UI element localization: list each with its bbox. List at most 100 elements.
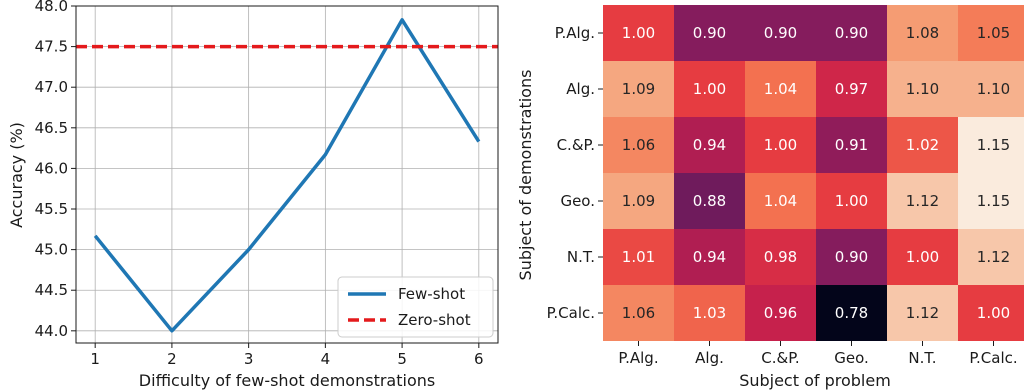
heatmap-cell-value: 1.00 — [906, 248, 939, 266]
x-tick-label: Alg. — [695, 349, 724, 367]
heatmap-x-ticks: P.Alg. Alg. C.&P. Geo. N.T. P.Calc. — [618, 341, 1018, 367]
heatmap-cell — [816, 5, 887, 61]
heatmap-cell-value: 1.02 — [906, 136, 939, 154]
x-tick-label: 4 — [321, 350, 331, 368]
x-tick-label: Geo. — [834, 349, 869, 367]
heatmap-cell — [816, 173, 887, 229]
heatmap-chart: 1.00 0.90 0.90 0.90 1.08 1.05 1.09 1.00 1.04 0.97… — [516, 5, 1024, 390]
x-tick-label: 3 — [244, 350, 254, 368]
line-chart-plot-frame — [75, 5, 499, 344]
x-tick-label: C.&P. — [761, 349, 799, 367]
x-tick-label: 5 — [397, 350, 407, 368]
heatmap-cell-value: 1.00 — [622, 24, 655, 42]
heatmap-cell — [958, 173, 1024, 229]
heatmap-cell — [745, 5, 816, 61]
heatmap-cell-value: 0.90 — [835, 24, 868, 42]
heatmap-cell-value: 1.10 — [906, 80, 939, 98]
heatmap-cell — [674, 285, 745, 341]
heatmap-cell — [816, 61, 887, 117]
y-tick-label: 47.0 — [35, 78, 68, 96]
heatmap-cell — [603, 5, 674, 61]
heatmap-cell — [887, 229, 958, 285]
heatmap-cell-value: 1.15 — [977, 136, 1010, 154]
heatmap-cell — [674, 173, 745, 229]
heatmap-cell-value: 0.91 — [835, 136, 868, 154]
heatmap-cell-value: 0.96 — [764, 304, 797, 322]
y-tick-label: Geo. — [560, 192, 595, 210]
heatmap-cell-value: 0.94 — [693, 248, 726, 266]
heatmap-cell — [674, 61, 745, 117]
heatmap-cell-value: 0.94 — [693, 136, 726, 154]
heatmap-cell-value: 0.88 — [693, 192, 726, 210]
heatmap-x-axis-label: Subject of problem — [739, 371, 891, 390]
heatmap-cell-value: 1.06 — [622, 304, 655, 322]
heatmap-cell — [887, 285, 958, 341]
heatmap-cell — [816, 229, 887, 285]
heatmap-cell-value: 1.15 — [977, 192, 1010, 210]
line-chart-legend: Few-shot Zero-shot — [337, 276, 494, 338]
heatmap-cell-value: 1.08 — [906, 24, 939, 42]
x-tick-label: N.T. — [908, 349, 936, 367]
heatmap-cell — [745, 173, 816, 229]
series-line-few-shot — [93, 18, 481, 333]
heatmap-cell — [958, 61, 1024, 117]
y-tick-label: Alg. — [566, 80, 595, 98]
heatmap-cell — [745, 61, 816, 117]
heatmap-cell — [816, 117, 887, 173]
y-tick-label: 44.5 — [35, 281, 68, 299]
heatmap-cell-value: 1.09 — [622, 192, 655, 210]
heatmap-cell — [745, 117, 816, 173]
heatmap-cell — [603, 61, 674, 117]
heatmap-cell — [887, 117, 958, 173]
heatmap-y-axis-label: Subject of demonstrations — [516, 70, 535, 281]
heatmap-cell-value: 0.78 — [835, 304, 868, 322]
line-chart-y-ticks: 44.0 44.5 45.0 45.5 46.0 46.5 47.0 47.5 48.0 — [35, 0, 76, 340]
heatmap-cell — [745, 229, 816, 285]
x-tick-label: 2 — [167, 350, 177, 368]
heatmap-cell-value: 1.05 — [977, 24, 1010, 42]
heatmap-cell-value: 1.12 — [906, 192, 939, 210]
y-tick-label: N.T. — [567, 248, 595, 266]
y-tick-label: 46.5 — [35, 119, 68, 137]
heatmap-cell-value: 1.01 — [622, 248, 655, 266]
y-tick-label: P.Calc. — [547, 304, 595, 322]
legend-few-shot-label: Few-shot — [398, 285, 465, 303]
heatmap-cell-value: 0.90 — [835, 248, 868, 266]
heatmap-cell — [745, 285, 816, 341]
heatmap-cell-value: 1.10 — [977, 80, 1010, 98]
heatmap-cell-value: 1.04 — [764, 80, 797, 98]
y-tick-label: C.&P. — [557, 136, 595, 154]
heatmap-cell-value: 1.09 — [622, 80, 655, 98]
heatmap-cell — [958, 5, 1024, 61]
heatmap-cell — [958, 285, 1024, 341]
heatmap-cell-value: 1.03 — [693, 304, 726, 322]
heatmap-cell — [603, 229, 674, 285]
heatmap-cell — [887, 5, 958, 61]
line-chart-y-axis-label: Accuracy (%) — [7, 122, 26, 228]
heatmap-cell — [958, 117, 1024, 173]
heatmap-y-ticks: P.Alg. Alg. C.&P. Geo. N.T. P.Calc. — [547, 24, 603, 322]
heatmap-cells: 1.00 0.90 0.90 0.90 1.08 1.05 1.09 1.00 1.04 0.97… — [603, 5, 1024, 341]
line-chart-x-axis-label: Difficulty of few-shot demonstrations — [139, 371, 435, 390]
heatmap-cell — [674, 229, 745, 285]
heatmap-cell — [603, 285, 674, 341]
x-tick-label: 6 — [474, 350, 484, 368]
heatmap-cell — [887, 173, 958, 229]
heatmap-cell-value: 1.12 — [906, 304, 939, 322]
heatmap-cell — [958, 229, 1024, 285]
heatmap-cell-value: 1.00 — [693, 80, 726, 98]
y-tick-label: 46.0 — [35, 159, 68, 177]
heatmap-cell-value: 0.97 — [835, 80, 868, 98]
heatmap-cell — [816, 285, 887, 341]
y-tick-label: P.Alg. — [555, 24, 595, 42]
x-tick-label: P.Calc. — [969, 349, 1017, 367]
heatmap-cell — [674, 5, 745, 61]
y-tick-label: 47.5 — [35, 38, 68, 56]
heatmap-cell-value: 1.00 — [977, 304, 1010, 322]
heatmap-cell-value: 1.00 — [835, 192, 868, 210]
heatmap-cell — [603, 173, 674, 229]
line-chart-x-ticks: 1 2 3 4 5 6 — [90, 343, 484, 368]
heatmap-cell-value: 0.90 — [693, 24, 726, 42]
